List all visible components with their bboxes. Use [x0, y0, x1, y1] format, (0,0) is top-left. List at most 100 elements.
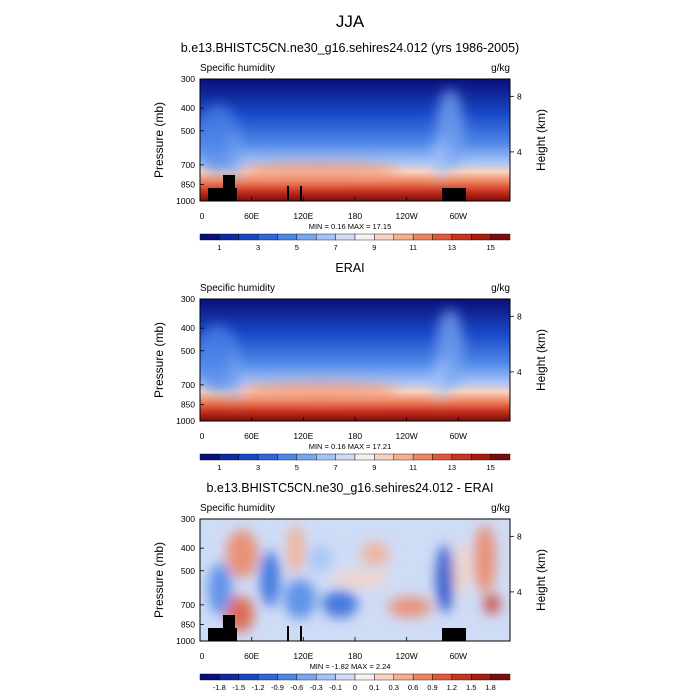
min-max-text: MIN = 0.16 MAX = 17.15 [309, 222, 392, 231]
colorbar-label: -0.3 [310, 683, 323, 692]
colorbar-box [471, 673, 491, 681]
contour-field [200, 79, 510, 201]
colorbar-label: 15 [486, 463, 494, 472]
humidity-field [200, 79, 510, 201]
colorbar-box [296, 673, 317, 681]
colorbar-box [393, 673, 414, 681]
colorbar-box [277, 453, 298, 461]
colorbar-label: 11 [409, 243, 417, 252]
colorbar-box [335, 233, 356, 241]
colorbar-box [471, 233, 491, 241]
colorbar: 1 3 5 7 9 11 13 15 [199, 233, 511, 252]
colorbar-box [451, 453, 472, 461]
variable-label: Specific humidity [200, 283, 275, 294]
x-tick-label: 120E [293, 431, 313, 441]
colorbar-box [277, 673, 298, 681]
field-detail [200, 309, 464, 403]
figure-title: JJA [336, 12, 365, 31]
colorbar-label: 7 [334, 243, 338, 252]
terrain-block [235, 188, 237, 201]
right-axis-title: Height (km) [534, 329, 548, 391]
dry-slot [433, 357, 447, 401]
colorbar-label: 1 [217, 243, 221, 252]
colorbar-box [316, 453, 336, 461]
x-tick-label: 60E [244, 431, 259, 441]
colorbar-box [257, 453, 278, 461]
difference-anomaly [436, 545, 454, 613]
dry-slot [433, 137, 447, 181]
difference-anomaly [260, 551, 280, 607]
difference-anomaly [308, 545, 332, 573]
difference-anomaly [322, 590, 358, 618]
y-tick-label: 1000 [176, 636, 195, 646]
colorbar-label: 0.1 [369, 683, 379, 692]
min-max-text: MIN = -1.82 MAX = 2.24 [310, 662, 391, 671]
colorbar-box [471, 453, 491, 461]
colorbar-label: -0.9 [271, 683, 284, 692]
colorbar-label: 5 [295, 243, 299, 252]
colorbar-box [199, 233, 220, 241]
colorbar-label: 13 [448, 463, 456, 472]
colorbar-label: -0.6 [290, 683, 303, 692]
x-tick-label: 60E [244, 211, 259, 221]
colorbar-box [432, 233, 453, 241]
colorbar-box [490, 233, 511, 241]
colorbar-box [199, 673, 220, 681]
colorbar-label: -1.5 [232, 683, 245, 692]
colorbar-label: 5 [295, 463, 299, 472]
y-tick-label: 300 [181, 514, 195, 524]
height-tick-label: 8 [517, 311, 522, 321]
terrain-block [300, 626, 302, 641]
y-axis-title: Pressure (mb) [152, 102, 166, 178]
panel-difference: b.e13.BHISTC5CN.ne30_g16.sehires24.012 -… [152, 481, 548, 692]
colorbar-box [335, 453, 356, 461]
y-tick-label: 400 [181, 323, 195, 333]
warm-layer [240, 161, 400, 181]
height-tick-label: 4 [517, 147, 522, 157]
x-tick-label: 0 [200, 431, 205, 441]
colorbar-box [277, 233, 298, 241]
y-tick-label: 400 [181, 103, 195, 113]
colorbar-box [490, 453, 511, 461]
colorbar-box [412, 453, 433, 461]
colorbar-box [374, 233, 394, 241]
height-tick-label: 8 [517, 531, 522, 541]
colorbar: -1.8 -1.5 -1.2 -0.9 -0.6 -0.3 -0.1 0 0.1 0.3 0.6 0.… [199, 673, 511, 692]
colorbar-box [374, 453, 394, 461]
colorbar-box [412, 233, 433, 241]
units-label: g/kg [491, 283, 510, 294]
y-tick-label: 700 [181, 380, 195, 390]
warm-layer [240, 381, 400, 401]
x-tick-label: 0 [200, 651, 205, 661]
x-tick-label: 60W [450, 431, 467, 441]
colorbar-label: 0.9 [427, 683, 437, 692]
colorbar-label: 3 [256, 463, 260, 472]
colorbar-label: 7 [334, 463, 338, 472]
right-axis-title: Height (km) [534, 549, 548, 611]
x-tick-label: 180 [348, 651, 362, 661]
x-tick-label: 120W [396, 431, 418, 441]
colorbar-label: -1.8 [213, 683, 226, 692]
y-tick-label: 300 [181, 294, 195, 304]
colorbar-box [451, 233, 472, 241]
colorbar-box [257, 233, 278, 241]
units-label: g/kg [491, 63, 510, 74]
colorbar-box [296, 233, 317, 241]
colorbar-label: 9 [372, 463, 376, 472]
field-detail [200, 89, 464, 183]
colorbar-box [296, 453, 317, 461]
colorbar-label: 0.3 [389, 683, 399, 692]
x-tick-label: 60E [244, 651, 259, 661]
y-tick-label: 700 [181, 160, 195, 170]
colorbar-label: 1.2 [447, 683, 457, 692]
difference-anomaly [388, 597, 432, 617]
colorbar-label: 13 [448, 243, 456, 252]
colorbar-box [432, 673, 453, 681]
difference-anomaly [361, 542, 389, 566]
panel-model: b.e13.BHISTC5CN.ne30_g16.sehires24.012 (… [152, 41, 548, 252]
x-tick-label: 0 [200, 211, 205, 221]
colorbar-box [257, 673, 278, 681]
right-axis-title: Height (km) [534, 109, 548, 171]
colorbar-label: -0.1 [329, 683, 342, 692]
colorbar-label: 0 [353, 683, 357, 692]
